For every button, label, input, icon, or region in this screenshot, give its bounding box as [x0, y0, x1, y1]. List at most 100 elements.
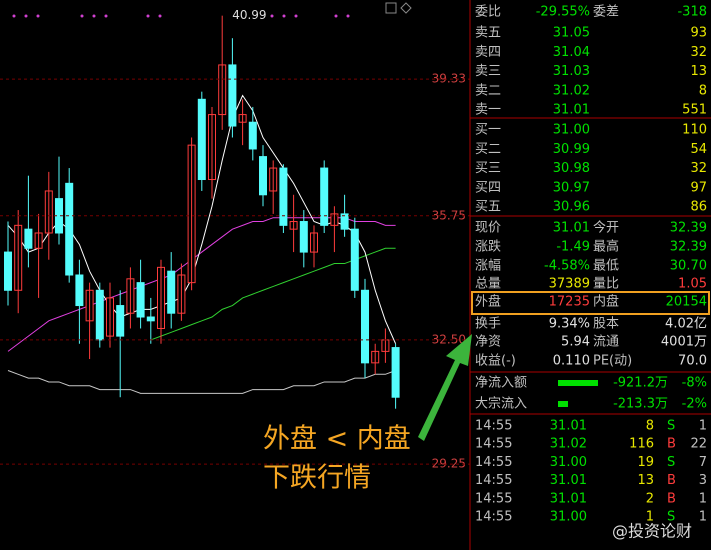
cell: 116 — [629, 437, 654, 452]
cell: 13 — [690, 64, 707, 79]
window-icon[interactable] — [385, 2, 397, 14]
cell: 86 — [690, 200, 707, 215]
cell: 净流入额 — [475, 376, 527, 391]
cell: B — [667, 491, 676, 506]
cell: 最低 — [593, 259, 619, 274]
cell: 32 — [690, 45, 707, 60]
cell: 买二 — [475, 142, 501, 157]
cell: 卖二 — [475, 83, 501, 98]
arrow — [418, 334, 472, 441]
cell: -8% — [682, 376, 707, 391]
cell: 30.96 — [553, 200, 590, 215]
cell: 30.70 — [670, 259, 707, 274]
cell: 22 — [690, 437, 707, 452]
cell: 30.98 — [553, 161, 590, 176]
cell: 收益(-) — [475, 354, 516, 369]
cell: 总量 — [475, 277, 501, 292]
y-tick-label: 35.75 — [432, 208, 466, 222]
cell: 7 — [699, 455, 707, 470]
cell: 70.0 — [678, 354, 707, 369]
flow-bar — [558, 380, 598, 386]
cell: 37389 — [549, 277, 590, 292]
cell: -1.49 — [556, 240, 590, 255]
cell: 13 — [637, 473, 654, 488]
annotation: 下跌行情 — [263, 463, 371, 494]
cell: 551 — [682, 103, 707, 118]
cell: 8 — [646, 419, 654, 434]
y-tick-label: 29.25 — [432, 457, 466, 471]
cell: 31.05 — [553, 26, 590, 41]
cell: 换手 — [475, 317, 501, 332]
menu-icon[interactable] — [400, 2, 412, 14]
cell: 1.05 — [678, 277, 707, 292]
cell: 5.94 — [561, 335, 590, 350]
cell: 4001万 — [661, 335, 707, 350]
dots — [12, 14, 350, 18]
cell: 买五 — [475, 200, 501, 215]
cell: 流通 — [593, 335, 619, 350]
cell: 1 — [646, 510, 654, 525]
cell: 31.00 — [550, 455, 587, 470]
cell: 14:55 — [475, 510, 512, 525]
cell: 14:55 — [475, 419, 512, 434]
cell: B — [667, 437, 676, 452]
cell: 31.01 — [550, 419, 587, 434]
cell: 31.02 — [550, 437, 587, 452]
cell: 卖三 — [475, 64, 501, 79]
cell: 14:55 — [475, 491, 512, 506]
cell: -921.2万 — [613, 376, 668, 391]
watermark: @投资论财 — [612, 522, 692, 541]
cell: 54 — [690, 142, 707, 157]
highlight-box — [471, 291, 710, 315]
cell: 31.01 — [550, 491, 587, 506]
cell: S — [667, 419, 675, 434]
cell: -29.55% — [536, 5, 590, 20]
cell: 买一 — [475, 123, 501, 138]
cell: 1 — [699, 510, 707, 525]
cell: 14:55 — [475, 437, 512, 452]
y-tick-label: 39.33 — [432, 72, 466, 86]
cell: 32 — [690, 161, 707, 176]
cell: 现价 — [475, 221, 501, 236]
cell: 31.00 — [550, 510, 587, 525]
cell: 涨跌 — [475, 239, 501, 255]
cell: 31.01 — [553, 221, 590, 236]
cell: 4.02亿 — [665, 317, 707, 332]
cell: 8 — [699, 83, 707, 98]
cell: B — [667, 473, 676, 488]
cell: 97 — [690, 180, 707, 195]
flow-bar — [558, 401, 568, 407]
cell: 大宗流入 — [475, 396, 527, 412]
cell: 内盘 — [593, 294, 619, 310]
cell: 最高 — [593, 239, 619, 255]
cell: 19 — [637, 455, 654, 470]
cell: 30.97 — [553, 180, 590, 195]
cell: 31.01 — [553, 103, 590, 118]
cell: 卖五 — [475, 26, 501, 41]
cell: 卖一 — [475, 103, 501, 118]
cell: -213.3万 — [613, 397, 668, 412]
cell: 股本 — [593, 317, 619, 332]
cell: 1 — [699, 491, 707, 506]
cell: 买三 — [475, 161, 501, 176]
cell: 委差 — [593, 5, 619, 20]
cell: 110 — [682, 123, 707, 138]
y-tick-label: 32.50 — [432, 332, 466, 346]
cell: 17235 — [549, 295, 590, 310]
cell: 量比 — [593, 277, 619, 292]
cell: 32.39 — [670, 240, 707, 255]
cell: 31.04 — [553, 45, 590, 60]
cell: 30.99 — [553, 142, 590, 157]
cell: 委比 — [475, 5, 501, 20]
cell: 14:55 — [475, 455, 512, 470]
high-label: 40.99 — [232, 8, 266, 22]
cell: S — [667, 455, 675, 470]
cell: -4.58% — [544, 259, 590, 274]
cell: 32.39 — [670, 221, 707, 236]
cell: 93 — [690, 26, 707, 41]
cell: 今开 — [593, 220, 619, 236]
cell: 1 — [699, 419, 707, 434]
cell: 0.110 — [553, 354, 590, 369]
cell: PE(动) — [593, 354, 632, 369]
